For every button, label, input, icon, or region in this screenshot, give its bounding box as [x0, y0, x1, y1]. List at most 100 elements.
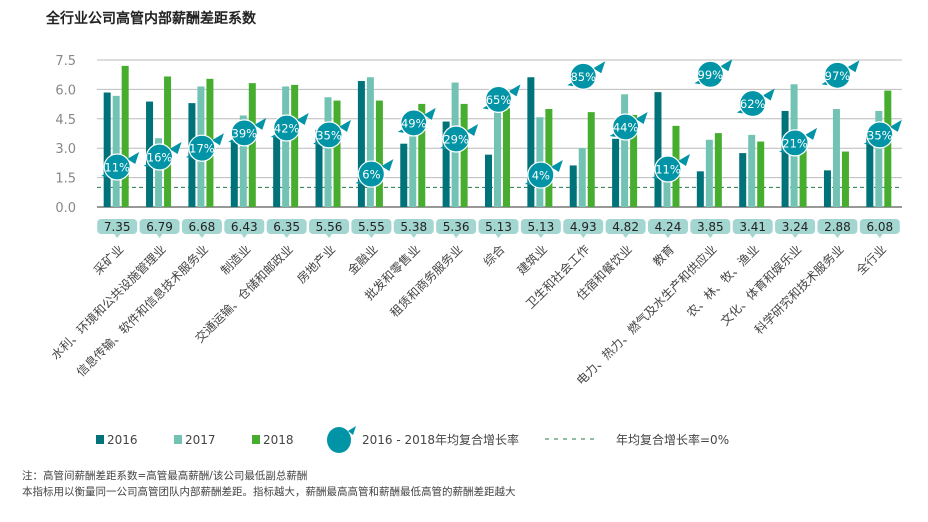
growth-badge — [315, 121, 343, 149]
coefficient-label: 5.36 — [443, 220, 470, 234]
bar-2016 — [103, 92, 111, 207]
bar-2016 — [739, 153, 747, 207]
growth-badge — [739, 89, 767, 118]
growth-badge — [484, 85, 513, 113]
growth-arrow-icon — [296, 113, 309, 126]
y-tick-label: 7.5 — [55, 54, 76, 69]
legend-swatch-2017 — [174, 435, 182, 444]
coefficient-box — [520, 219, 561, 234]
growth-arrow-icon — [889, 119, 902, 132]
coefficient-box — [690, 219, 731, 234]
coefficient-pointer — [834, 234, 841, 238]
bar-2017 — [494, 110, 501, 207]
category-label: 采矿业 — [91, 242, 126, 277]
legend-swatch-2018 — [252, 435, 260, 444]
growth-badge — [527, 161, 555, 189]
growth-rate-label: 35% — [316, 128, 342, 142]
bar-2017 — [155, 138, 163, 207]
coefficient-pointer — [453, 234, 460, 238]
coefficient-pointer — [198, 234, 205, 238]
bar-2016 — [315, 129, 323, 207]
coefficient-label: 4.24 — [655, 220, 682, 234]
category-label: 全行业 — [853, 242, 889, 278]
growth-badge — [400, 109, 428, 137]
coefficient-pointer — [707, 234, 714, 238]
legend-label: 2016 - 2018年均复合增长率 — [362, 432, 519, 447]
growth-arrow-icon — [677, 153, 690, 166]
coefficient-label: 3.24 — [782, 220, 809, 234]
growth-rate-label: 85% — [570, 70, 596, 84]
growth-arrow-icon — [593, 61, 606, 74]
growth-rate-label: 11% — [655, 162, 681, 176]
bar-2018 — [630, 114, 638, 207]
coefficient-pointer — [495, 234, 502, 238]
coefficient-box — [859, 219, 900, 234]
coefficient-box — [732, 219, 773, 234]
growth-badge — [188, 134, 216, 162]
growth-arrow-icon — [254, 117, 267, 130]
footnotes: 注：高管间薪酬差距系数=高管最高薪酬/该公司最低副总薪酬 本指标用以衡量同一公司… — [22, 468, 516, 500]
y-tick-label: 0.0 — [55, 201, 76, 216]
growth-badge — [103, 153, 131, 181]
coefficient-box — [393, 219, 434, 234]
growth-arrow-icon — [339, 119, 352, 132]
growth-badge — [145, 143, 174, 171]
category-label: 租赁和商务服务业 — [387, 242, 465, 320]
bar-2018 — [587, 112, 595, 207]
coefficient-box — [436, 219, 477, 234]
growth-badge — [442, 125, 470, 153]
growth-rate-label: 29% — [443, 132, 469, 146]
bar-2016 — [442, 121, 450, 207]
bar-2018 — [248, 83, 256, 207]
category-label: 建筑业 — [514, 242, 550, 278]
bar-2016 — [400, 143, 408, 207]
growth-arrow-icon — [550, 160, 563, 173]
coefficient-label: 6.43 — [231, 220, 258, 234]
bar-2018 — [503, 108, 510, 207]
coefficient-box — [266, 219, 307, 234]
legend-label: 2018 — [263, 433, 294, 447]
bar-2016 — [823, 170, 831, 207]
coefficient-label: 4.82 — [612, 220, 639, 234]
coefficient-pointer — [876, 234, 883, 238]
coefficient-box — [647, 219, 688, 234]
bar-2018 — [375, 100, 383, 207]
growth-rate-label: 44% — [613, 121, 639, 135]
growth-rate-label: 49% — [401, 116, 427, 130]
bar-2018 — [333, 100, 341, 207]
coefficient-box — [181, 219, 222, 234]
coefficient-pointer — [410, 234, 417, 238]
growth-arrow-icon — [423, 107, 436, 120]
bar-2017 — [621, 94, 629, 207]
category-label: 金融业 — [344, 242, 380, 278]
growth-arrow-icon — [762, 88, 775, 101]
bar-2017 — [663, 179, 671, 207]
bar-2017 — [578, 148, 586, 207]
category-label: 综合 — [480, 242, 508, 270]
coefficient-box — [309, 219, 350, 234]
bar-2017 — [705, 139, 713, 207]
bar-2017 — [366, 77, 374, 207]
coefficient-label: 5.55 — [358, 220, 385, 234]
bar-2018 — [884, 90, 892, 207]
bar-2018 — [291, 84, 299, 207]
bar-2016 — [781, 110, 789, 207]
bar-2017 — [409, 136, 417, 207]
growth-badge — [866, 121, 894, 149]
coefficient-box — [605, 219, 646, 234]
growth-rate-label: 99% — [698, 68, 724, 82]
bar-2018 — [757, 141, 765, 207]
coefficient-pointer — [241, 234, 248, 238]
coefficient-label: 5.38 — [400, 220, 427, 234]
coefficient-pointer — [749, 234, 756, 238]
legend-growth-badge-icon — [327, 427, 351, 453]
legend-swatch-2016 — [96, 435, 104, 444]
bar-2018 — [799, 150, 807, 207]
growth-arrow-icon — [805, 127, 818, 140]
bar-2016 — [230, 139, 238, 207]
growth-rate-label: 35% — [867, 128, 893, 142]
growth-badge — [612, 113, 640, 141]
growth-rate-label: 17% — [189, 142, 215, 156]
bar-2016 — [866, 136, 874, 207]
growth-rate-label: 42% — [274, 122, 300, 136]
